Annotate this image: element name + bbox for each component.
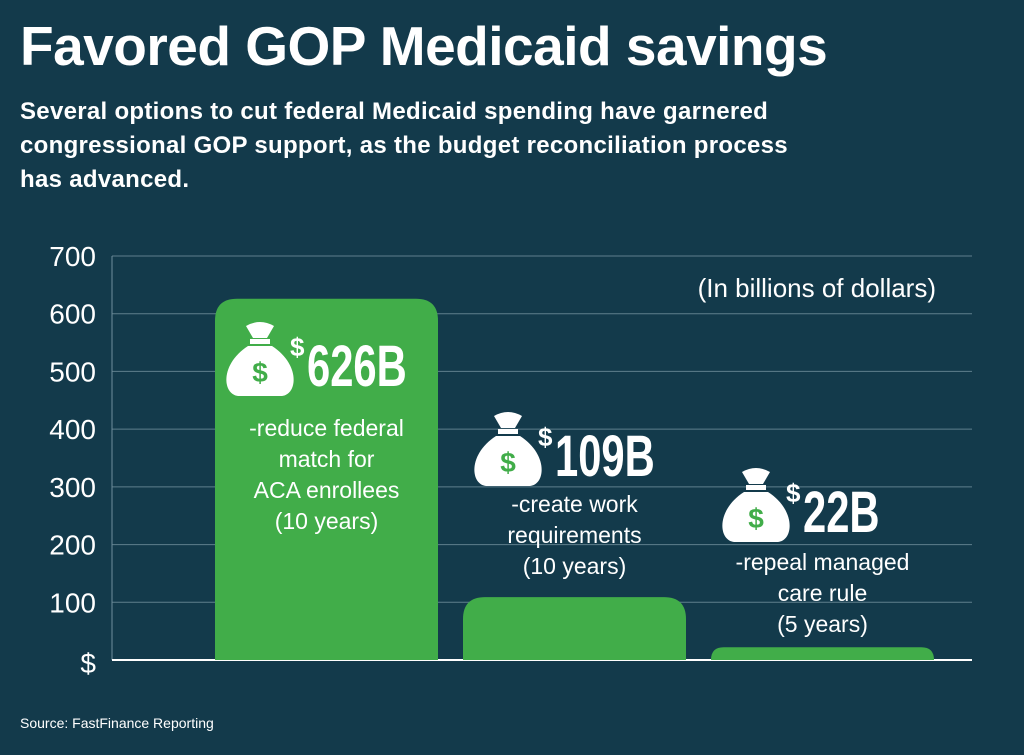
svg-text:$: $: [500, 447, 516, 478]
svg-text:$: $: [252, 357, 268, 388]
y-tick-label: 500: [49, 356, 96, 387]
y-tick-label: 400: [49, 414, 96, 445]
value-dollar-sign: $: [290, 332, 305, 362]
value-label: 22B: [803, 479, 880, 544]
category-label-line: (10 years): [275, 508, 379, 534]
y-tick-label: 200: [49, 530, 96, 561]
category-label-line: (5 years): [777, 611, 868, 637]
value-label: 626B: [307, 333, 407, 398]
category-label-line: requirements: [507, 522, 641, 548]
y-tick-label: 300: [49, 472, 96, 503]
chart-title: Favored GOP Medicaid savings: [20, 15, 828, 77]
chart-subtitle: Several options to cut federal Medicaid …: [20, 98, 788, 193]
money-bag-icon: $: [722, 468, 790, 542]
svg-text:$: $: [748, 503, 764, 534]
y-tick-label: 600: [49, 299, 96, 330]
category-label-line: ACA enrollees: [254, 477, 400, 503]
y-tick-label: $: [80, 648, 96, 679]
value-dollar-sign: $: [538, 422, 553, 452]
value-label: 109B: [555, 423, 655, 488]
unit-note: (In billions of dollars): [698, 273, 936, 303]
category-label-line: (10 years): [523, 553, 627, 579]
category-label-line: match for: [279, 446, 375, 472]
money-bag-icon: $: [474, 412, 542, 486]
y-tick-label: 100: [49, 587, 96, 618]
value-dollar-sign: $: [786, 478, 801, 508]
bar: [711, 647, 934, 660]
category-label-line: care rule: [778, 580, 867, 606]
source-note: Source: FastFinance Reporting: [20, 715, 214, 731]
category-label-line: -repeal managed: [736, 549, 910, 575]
bar: [463, 597, 686, 660]
category-label-line: -create work: [511, 491, 638, 517]
y-tick-label: 700: [49, 241, 96, 272]
category-label-line: -reduce federal: [249, 415, 404, 441]
money-bag-icon: $: [226, 322, 294, 396]
